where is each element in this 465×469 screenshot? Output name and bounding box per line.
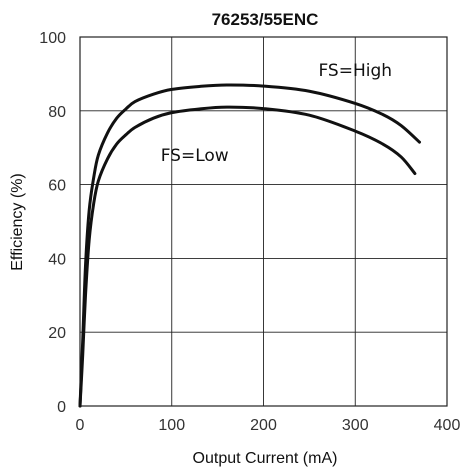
series-annotation: FS=High [318, 61, 392, 81]
tick-labels: 0 100 200 300 400 0 20 40 60 80 100 [39, 30, 460, 434]
x-tick-label: 300 [342, 417, 369, 434]
series-line-fs-high [78, 83, 421, 408]
y-tick-label: 80 [48, 104, 66, 121]
series-annotations: FS=High FS=Low [161, 61, 392, 166]
x-tick-label: 200 [250, 417, 277, 434]
plot-frame [79, 36, 448, 407]
x-tick-label: 100 [158, 417, 185, 434]
y-tick-label: 20 [48, 325, 66, 342]
chart-title: 76253/55ENC [212, 10, 319, 29]
series-line-fs-low [78, 105, 417, 408]
y-tick-label: 100 [39, 30, 66, 47]
x-tick-label: 400 [434, 417, 461, 434]
y-tick-label: 60 [48, 178, 66, 195]
y-axis-label: Efficiency (%) [9, 173, 26, 271]
grid [80, 37, 447, 406]
y-tick-label: 40 [48, 251, 66, 268]
series-curves [78, 83, 421, 408]
y-tick-label: 0 [57, 399, 66, 416]
x-axis-label: Output Current (mA) [193, 450, 338, 467]
x-tick-label: 0 [76, 417, 85, 434]
series-annotation: FS=Low [161, 146, 229, 166]
